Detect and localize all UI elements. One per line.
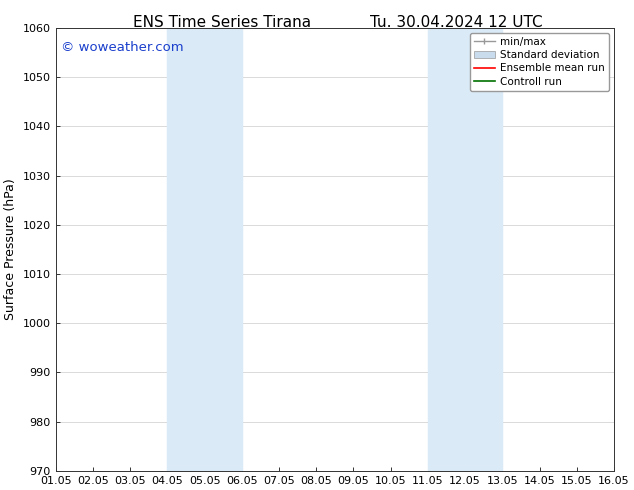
Legend: min/max, Standard deviation, Ensemble mean run, Controll run: min/max, Standard deviation, Ensemble me… xyxy=(470,33,609,91)
Text: Tu. 30.04.2024 12 UTC: Tu. 30.04.2024 12 UTC xyxy=(370,15,543,30)
Bar xyxy=(167,28,242,471)
Bar xyxy=(428,28,502,471)
Text: ENS Time Series Tirana: ENS Time Series Tirana xyxy=(133,15,311,30)
Y-axis label: Surface Pressure (hPa): Surface Pressure (hPa) xyxy=(4,178,17,320)
Text: © woweather.com: © woweather.com xyxy=(61,41,184,54)
